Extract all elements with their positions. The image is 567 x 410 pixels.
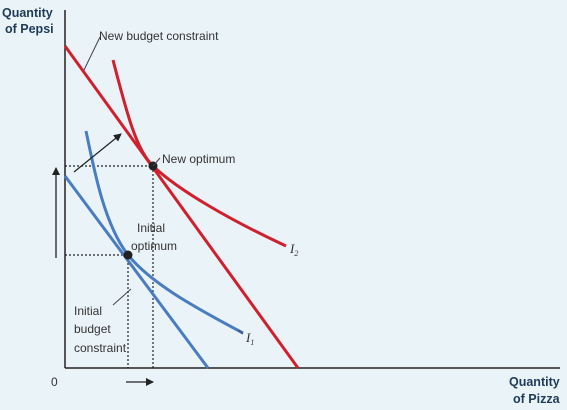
i2-subscript: 2 [294,249,298,258]
x-axis-title-line1: Quantity [509,375,560,389]
initial-budget-leader [112,288,132,306]
i2-label: I2 [289,241,298,258]
budget-shift-arrow [73,133,122,173]
initial-budget-label-line1: Initial [74,304,102,318]
i1-label: I1 [245,330,254,347]
origin-label: 0 [51,375,58,389]
new-optimum-leader [152,157,161,167]
new-budget-line [63,45,300,369]
new-budget-leader [83,36,101,71]
new-optimum-label: New optimum [162,152,235,166]
y-axis-title-line2: of Pepsi [5,22,54,36]
y-axis-title-line1: Quantity [2,6,53,20]
initial-optimum-label-line2: optimum [131,239,177,253]
initial-budget-label-line2: budget [74,322,111,336]
i1-subscript: 1 [250,338,254,347]
initial-budget-line [63,175,210,369]
i1-letter: I [245,330,251,345]
i1-leader [237,329,244,335]
new-budget-label: New budget constraint [99,29,219,43]
x-axis-title-line2: of Pizza [513,392,561,406]
initial-optimum-label-line1: Initial [137,221,165,235]
initial-budget-label-line3: constraint [74,341,127,355]
i2-letter: I [289,241,295,256]
initial-optimum-point [123,250,133,260]
